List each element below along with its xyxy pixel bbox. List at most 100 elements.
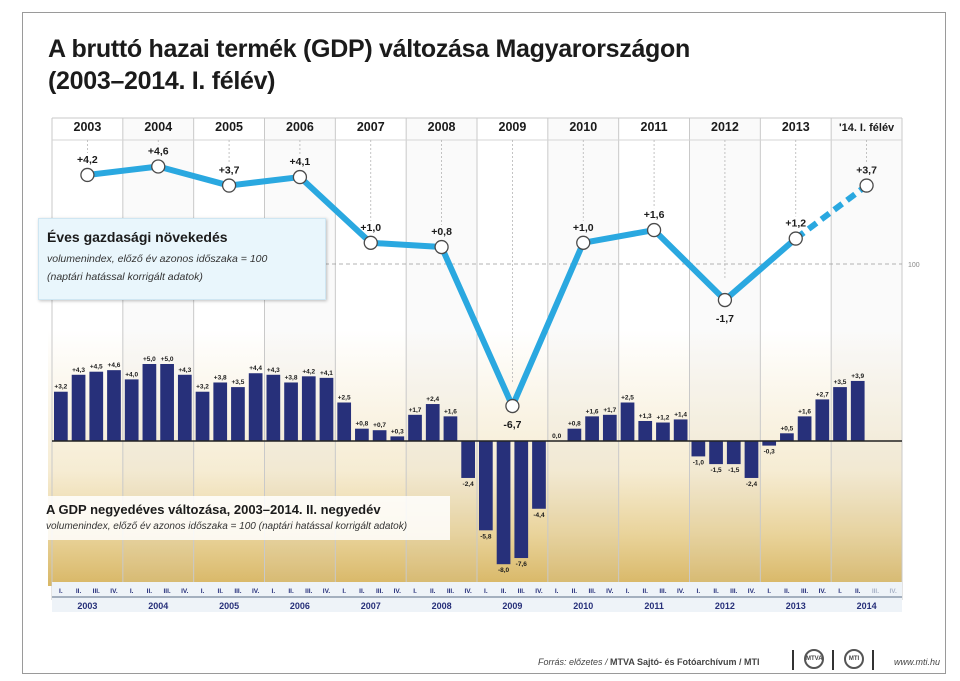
quarter-bar bbox=[585, 416, 599, 441]
year-label: 2009 bbox=[499, 120, 527, 134]
quarter-bar bbox=[461, 441, 475, 478]
bottom-year-label: 2007 bbox=[361, 601, 381, 611]
quarter-label: I. bbox=[342, 588, 346, 595]
quarter-label: II. bbox=[76, 588, 82, 595]
annual-point bbox=[859, 178, 874, 193]
quarter-bar bbox=[54, 391, 68, 441]
bottom-year-label: 2014 bbox=[857, 601, 877, 611]
bottom-year-label: 2009 bbox=[502, 601, 522, 611]
quarter-bar bbox=[160, 364, 174, 441]
annual-value-label: +3,7 bbox=[219, 165, 240, 177]
quarter-label: I. bbox=[413, 588, 417, 595]
quarter-bar bbox=[514, 441, 529, 559]
quarter-label: I. bbox=[555, 588, 559, 595]
quarterly-subtitle: volumenindex, előző év azonos időszaka =… bbox=[46, 521, 408, 532]
quarter-bar bbox=[177, 374, 192, 441]
annual-point bbox=[221, 178, 237, 193]
bar-value-label: -0,3 bbox=[764, 449, 776, 456]
bar-value-label: +3,5 bbox=[834, 379, 847, 386]
bar-value-label: +3,5 bbox=[232, 379, 245, 386]
bottom-year-label: 2011 bbox=[644, 601, 664, 611]
bar-value-label: +4,1 bbox=[320, 370, 333, 377]
quarter-bar bbox=[390, 436, 405, 441]
source-note: Forrás: előzetes / MTVA Sajtó- és Fotóar… bbox=[538, 657, 760, 667]
quarter-bar bbox=[372, 430, 387, 441]
quarter-bar bbox=[142, 364, 157, 441]
year-band bbox=[619, 118, 690, 600]
year-band bbox=[547, 118, 619, 600]
bottom-year-label: 2006 bbox=[290, 601, 310, 611]
quarter-bar bbox=[284, 382, 298, 441]
quarter-bar bbox=[709, 441, 723, 465]
quarter-bar bbox=[301, 376, 316, 441]
bar-value-label: +1,6 bbox=[444, 408, 457, 415]
year-label: '14. I. félév bbox=[839, 122, 895, 134]
bar-value-label: -1,5 bbox=[728, 467, 740, 474]
bottom-year-label: 2008 bbox=[432, 601, 452, 611]
bar-value-label: +2,5 bbox=[621, 395, 634, 402]
bar-value-label: -2,4 bbox=[463, 481, 475, 488]
quarter-bar bbox=[355, 428, 369, 441]
quarter-label: III. bbox=[801, 588, 808, 595]
bar-value-label: +4,3 bbox=[267, 367, 280, 374]
quarter-label: I. bbox=[767, 588, 771, 595]
bar-value-label: +4,5 bbox=[90, 364, 103, 371]
mti-logo-icon: MTI bbox=[844, 649, 864, 669]
quarter-label: III. bbox=[588, 588, 595, 595]
quarter-bar bbox=[567, 428, 582, 441]
quarter-label: IV. bbox=[677, 588, 685, 595]
quarter-bar bbox=[107, 370, 121, 441]
bar-value-label: +3,2 bbox=[54, 384, 67, 391]
year-label: 2007 bbox=[357, 120, 385, 134]
quarter-bar bbox=[195, 391, 210, 441]
website-url: www.mti.hu bbox=[894, 657, 941, 667]
bar-value-label: -1,5 bbox=[710, 467, 722, 474]
bar-value-label: +3,8 bbox=[214, 374, 227, 381]
quarter-bar bbox=[425, 404, 440, 441]
quarter-label: II. bbox=[218, 588, 224, 595]
quarter-label: I. bbox=[272, 588, 276, 595]
bar-value-label: +0,8 bbox=[568, 421, 581, 428]
annual-growth-legend: Éves gazdasági növekedés volumenindex, e… bbox=[38, 218, 326, 300]
annual-point bbox=[505, 398, 520, 414]
quarter-label: I. bbox=[697, 588, 701, 595]
bar-value-label: -5,8 bbox=[480, 533, 492, 540]
quarter-label: II. bbox=[784, 588, 790, 595]
quarter-bar bbox=[479, 441, 493, 531]
bar-value-label: +0,8 bbox=[355, 421, 368, 428]
bar-value-label: -8,0 bbox=[498, 567, 510, 574]
quarter-bar bbox=[89, 371, 104, 441]
quarter-label: I. bbox=[626, 588, 630, 595]
annual-growth-heading: Éves gazdasági növekedés bbox=[47, 229, 228, 245]
quarter-label: I. bbox=[484, 588, 488, 595]
quarter-bar bbox=[797, 416, 812, 441]
annual-point bbox=[434, 239, 449, 255]
quarter-label: IV. bbox=[464, 588, 472, 595]
quarter-bar bbox=[213, 382, 228, 441]
annual-growth-subtitle-1: volumenindex, előző év azonos időszaka =… bbox=[47, 253, 268, 265]
bar-value-label: +1,2 bbox=[657, 415, 670, 422]
quarter-label: II. bbox=[359, 588, 365, 595]
quarter-bar bbox=[850, 380, 865, 441]
annual-value-label: -1,7 bbox=[716, 313, 734, 325]
quarter-label: III. bbox=[234, 588, 241, 595]
bottom-year-label: 2004 bbox=[148, 601, 168, 611]
quarter-label: III. bbox=[730, 588, 737, 595]
quarter-label: IV. bbox=[110, 588, 118, 595]
bottom-year-label: 2003 bbox=[77, 601, 97, 611]
year-band bbox=[831, 118, 902, 600]
bar-value-label: +0,5 bbox=[780, 425, 793, 432]
mtva-logo-icon: MTVA bbox=[804, 649, 824, 669]
annual-value-label: +1,0 bbox=[360, 222, 381, 234]
quarter-label: II. bbox=[430, 588, 436, 595]
annual-point bbox=[576, 235, 591, 250]
title-line-2: (2003–2014. I. félév) bbox=[48, 67, 276, 95]
quarter-label: III. bbox=[447, 588, 454, 595]
quarter-label: I. bbox=[130, 588, 134, 595]
quarter-label: IV. bbox=[819, 588, 827, 595]
annual-point bbox=[292, 169, 308, 185]
quarter-bar bbox=[780, 433, 794, 441]
quarter-bar bbox=[71, 374, 86, 441]
annual-value-label: +1,0 bbox=[573, 222, 594, 234]
bar-value-label: +3,2 bbox=[196, 384, 209, 391]
